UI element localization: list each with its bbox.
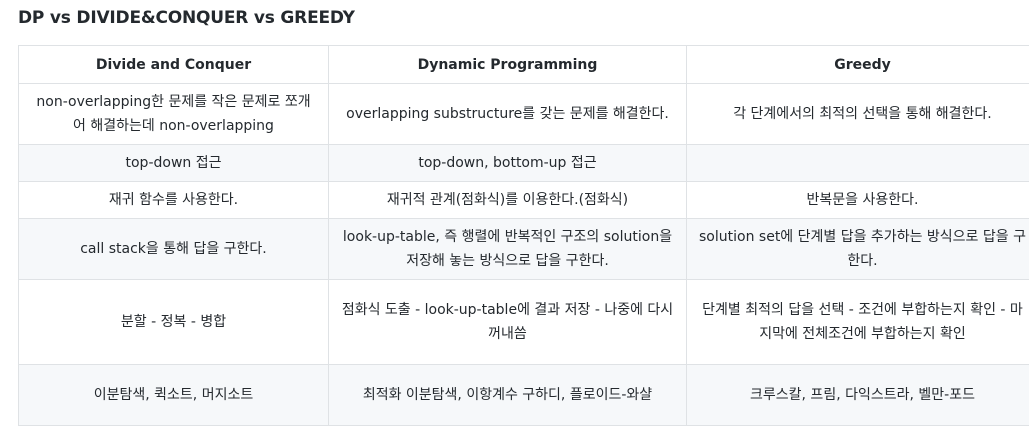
table-cell: top-down, bottom-up 접근 xyxy=(329,145,687,182)
table-cell: 반복문을 사용한다. xyxy=(687,182,1029,219)
header-dynamic-programming: Dynamic Programming xyxy=(329,46,687,84)
table-row: top-down 접근 top-down, bottom-up 접근 xyxy=(19,145,1029,182)
table-cell: look-up-table, 즉 행렬에 반복적인 구조의 solution을 … xyxy=(329,219,687,280)
table-cell: 단계별 최적의 답을 선택 - 조건에 부합하는지 확인 - 마지막에 전체조건… xyxy=(687,280,1029,365)
table-cell: 최적화 이분탐색, 이항계수 구하디, 플로이드-와샬 xyxy=(329,365,687,426)
table-row: 재귀 함수를 사용한다. 재귀적 관계(점화식)를 이용한다.(점화식) 반복문… xyxy=(19,182,1029,219)
table-cell: 재귀적 관계(점화식)를 이용한다.(점화식) xyxy=(329,182,687,219)
table-header-row: Divide and Conquer Dynamic Programming G… xyxy=(19,46,1029,84)
table-cell: solution set에 단계별 답을 추가하는 방식으로 답을 구한다. xyxy=(687,219,1029,280)
table-cell: non-overlapping한 문제를 작은 문제로 쪼개어 해결하는데 no… xyxy=(19,84,329,145)
table-row: call stack을 통해 답을 구한다. look-up-table, 즉 … xyxy=(19,219,1029,280)
table-cell: 각 단계에서의 최적의 선택을 통해 해결한다. xyxy=(687,84,1029,145)
table-row: non-overlapping한 문제를 작은 문제로 쪼개어 해결하는데 no… xyxy=(19,84,1029,145)
table-row: 분할 - 정복 - 병합 점화식 도출 - look-up-table에 결과 … xyxy=(19,280,1029,365)
table-cell: 이분탐색, 퀵소트, 머지소트 xyxy=(19,365,329,426)
table-cell: 크루스칼, 프림, 다익스트라, 벨만-포드 xyxy=(687,365,1029,426)
table-cell xyxy=(687,145,1029,182)
table-cell: 분할 - 정복 - 병합 xyxy=(19,280,329,365)
header-divide-and-conquer: Divide and Conquer xyxy=(19,46,329,84)
comparison-table: Divide and Conquer Dynamic Programming G… xyxy=(18,45,1029,426)
table-cell: overlapping substructure를 갖는 문제를 해결한다. xyxy=(329,84,687,145)
table-cell: 재귀 함수를 사용한다. xyxy=(19,182,329,219)
table-row: 이분탐색, 퀵소트, 머지소트 최적화 이분탐색, 이항계수 구하디, 플로이드… xyxy=(19,365,1029,426)
header-greedy: Greedy xyxy=(687,46,1029,84)
table-cell: 점화식 도출 - look-up-table에 결과 저장 - 나중에 다시 꺼… xyxy=(329,280,687,365)
table-cell: call stack을 통해 답을 구한다. xyxy=(19,219,329,280)
table-cell: top-down 접근 xyxy=(19,145,329,182)
page-title: DP vs DIVIDE&CONQUER vs GREEDY xyxy=(18,7,355,29)
